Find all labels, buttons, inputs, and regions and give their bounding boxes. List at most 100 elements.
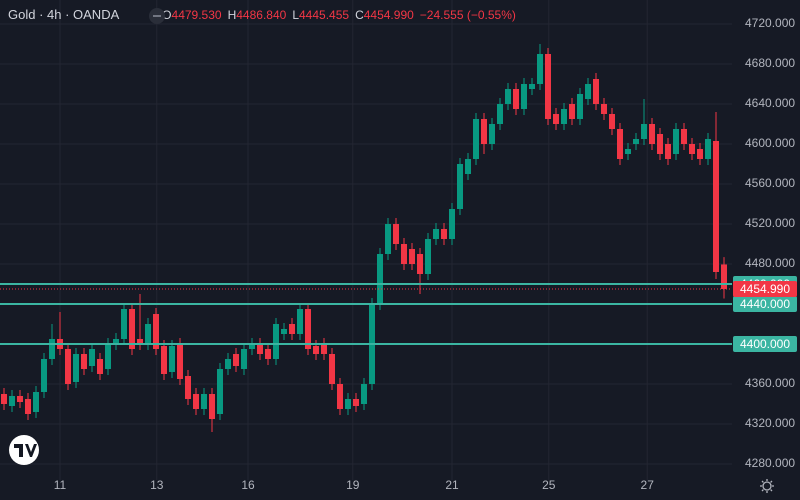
candle-body <box>601 104 607 114</box>
candle-body <box>425 239 431 274</box>
candle-body <box>449 209 455 239</box>
candle-body <box>521 84 527 109</box>
y-tick-label: 4280.000 <box>745 456 795 470</box>
legend-value: 4445.455 <box>299 8 349 22</box>
y-tick-label: 4520.000 <box>745 216 795 230</box>
candle-body <box>41 359 47 392</box>
candle-body <box>513 89 519 109</box>
price-label-box <box>733 296 797 312</box>
x-tick-label: 25 <box>542 478 556 492</box>
candle-body <box>113 339 119 344</box>
candle-body <box>257 344 263 354</box>
candle-body <box>273 324 279 359</box>
candle-body <box>1 394 7 404</box>
candle-body <box>217 369 223 414</box>
candle-body <box>393 224 399 244</box>
candle-body <box>33 392 39 412</box>
candle-body <box>633 139 639 144</box>
legend-change: −24.555 (−0.55%) <box>420 8 516 22</box>
candle-body <box>17 396 23 402</box>
candle-body <box>609 114 615 129</box>
candle-body <box>153 314 159 349</box>
x-tick-label: 13 <box>150 478 164 492</box>
candle-body <box>649 124 655 144</box>
candle-body <box>201 394 207 409</box>
candles <box>1 44 727 432</box>
candle-body <box>417 254 423 274</box>
candle-body <box>97 359 103 374</box>
candle-body <box>89 349 95 366</box>
candle-body <box>313 346 319 354</box>
candle-body <box>65 349 71 384</box>
legend-value: 4454.990 <box>364 8 414 22</box>
candle-body <box>441 229 447 239</box>
candle-body <box>145 324 151 344</box>
x-tick-label: 16 <box>241 478 255 492</box>
legend-value: 4479.530 <box>172 8 222 22</box>
y-tick-label: 4640.000 <box>745 96 795 110</box>
price-label: 4400.000 <box>740 337 790 351</box>
candle-body <box>265 349 271 359</box>
legend-key: C <box>355 8 364 22</box>
price-label-box <box>733 336 797 352</box>
candle-body <box>193 394 199 409</box>
candle-body <box>409 249 415 264</box>
y-tick-label: 4560.000 <box>745 176 795 190</box>
candle-body <box>25 399 31 414</box>
legend-key: H <box>228 8 237 22</box>
candle-body <box>585 84 591 99</box>
candle-body <box>185 376 191 399</box>
candle-body <box>577 94 583 119</box>
candle-body <box>105 344 111 369</box>
candle-body <box>689 144 695 154</box>
x-tick-label: 11 <box>54 478 67 492</box>
y-tick-label: 4600.000 <box>745 136 795 150</box>
candle-body <box>361 384 367 404</box>
candle-body <box>673 129 679 154</box>
candle-body <box>233 354 239 366</box>
candle-body <box>553 114 559 124</box>
candle-body <box>481 119 487 144</box>
candle-body <box>377 254 383 304</box>
candle-body <box>321 344 327 354</box>
candle-body <box>241 349 247 369</box>
candle-body <box>249 344 255 349</box>
legend-key: O <box>162 8 171 22</box>
candle-body <box>209 394 215 419</box>
candle-body <box>473 119 479 159</box>
candle-body <box>497 104 503 124</box>
candle-body <box>457 164 463 209</box>
candle-body <box>433 229 439 239</box>
tv-logo <box>9 435 39 465</box>
candle-body <box>329 354 335 384</box>
candle-body <box>401 244 407 264</box>
candle-body <box>569 104 575 119</box>
candle-body <box>121 309 127 339</box>
price-label: 4440.000 <box>740 297 790 311</box>
candle-body <box>505 89 511 104</box>
candle-body <box>617 129 623 159</box>
candle-body <box>625 149 631 154</box>
settings-icon[interactable] <box>760 479 774 493</box>
legend: Gold · 4h · OANDA O4479.530 H4486.840 L444… <box>8 7 516 22</box>
candle-body <box>129 309 135 349</box>
chart-title: Gold · 4h · OANDA <box>8 7 120 22</box>
candle-body <box>561 109 567 124</box>
x-tick-label: 27 <box>641 478 655 492</box>
candle-body <box>137 339 143 344</box>
y-tick-label: 4680.000 <box>745 56 795 70</box>
candle-body <box>169 346 175 372</box>
candle-body <box>81 354 87 369</box>
y-tick-label: 4320.000 <box>745 416 795 430</box>
candle-body <box>345 399 351 409</box>
legend-value: 4486.840 <box>236 8 286 22</box>
candle-body <box>641 124 647 139</box>
candle-body <box>337 384 343 409</box>
candle-body <box>529 84 535 89</box>
legend-key: L <box>292 8 299 22</box>
candle-body <box>697 149 703 159</box>
candle-body <box>593 79 599 104</box>
